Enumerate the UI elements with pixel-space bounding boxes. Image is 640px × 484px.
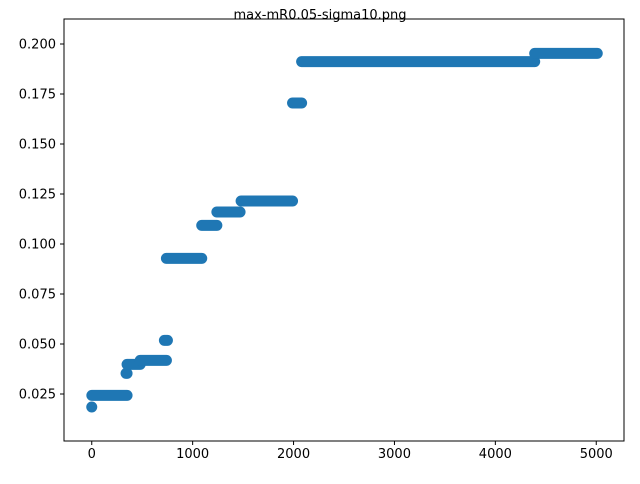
data-point <box>86 401 98 413</box>
x-tick-label: 1000 <box>176 447 209 462</box>
y-tick-label: 0.125 <box>19 188 56 203</box>
y-tick-label: 0.175 <box>19 88 56 103</box>
chart-title: max-mR0.05-sigma10.png <box>233 8 407 23</box>
y-tick-label: 0.025 <box>19 388 56 403</box>
x-tick-label: 3000 <box>378 447 411 462</box>
x-axis: 0 1000 2000 3000 4000 5000 <box>88 441 613 462</box>
point-series-0 <box>86 401 98 413</box>
x-tick-label: 5000 <box>580 447 613 462</box>
y-tick-label: 0.200 <box>19 38 56 53</box>
x-tick-label: 4000 <box>479 447 512 462</box>
data-points <box>86 47 603 413</box>
x-tick-label: 0 <box>88 447 96 462</box>
y-axis: 0.025 0.050 0.075 0.100 0.125 0.150 0.175 0.200 <box>19 38 64 403</box>
y-tick-label: 0.100 <box>19 238 56 253</box>
y-tick-label: 0.050 <box>19 338 56 353</box>
axes-frame <box>63 18 625 442</box>
x-tick-label: 2000 <box>277 447 310 462</box>
y-tick-label: 0.075 <box>19 288 56 303</box>
y-tick-label: 0.150 <box>19 138 56 153</box>
